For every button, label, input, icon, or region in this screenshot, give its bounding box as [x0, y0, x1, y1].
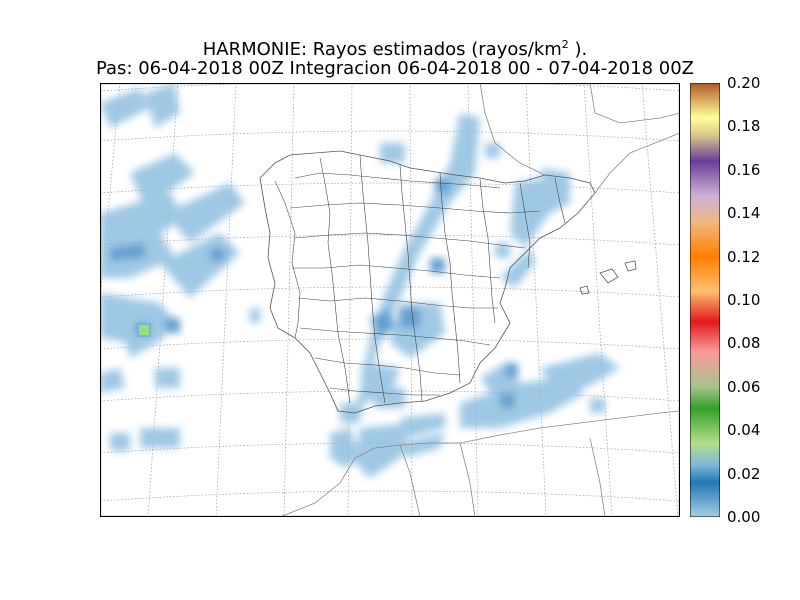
colorbar-tick-label: 0.16 — [727, 160, 761, 179]
lightning-map — [100, 83, 680, 517]
chart-title: HARMONIE: Rayos estimados (rayos/km2 ). — [202, 38, 588, 60]
colorbar-tick-label: 0.06 — [727, 377, 761, 396]
colorbar-tick-label: 0.00 — [727, 508, 761, 526]
lightning-peak-marker — [137, 323, 151, 337]
colorbar-tick-label: 0.14 — [727, 204, 761, 223]
coastline — [259, 83, 680, 517]
colorbar-tick-label: 0.18 — [727, 117, 761, 136]
province-borders — [289, 154, 566, 404]
chart-subtitle: Pas: 06-04-2018 00Z Integracion 06-04-20… — [95, 58, 694, 79]
colorbar-tick-label: 0.08 — [727, 334, 761, 353]
colorbar-tick-label: 0.04 — [727, 421, 761, 440]
colorbar-tick-label: 0.12 — [727, 247, 761, 266]
colorbar — [690, 83, 720, 517]
colorbar-tick-label: 0.02 — [727, 464, 761, 483]
colorbar-tick-label: 0.10 — [727, 291, 761, 309]
lightning-field — [100, 83, 620, 478]
graticule — [100, 83, 680, 517]
colorbar-tick-label: 0.20 — [727, 74, 761, 92]
